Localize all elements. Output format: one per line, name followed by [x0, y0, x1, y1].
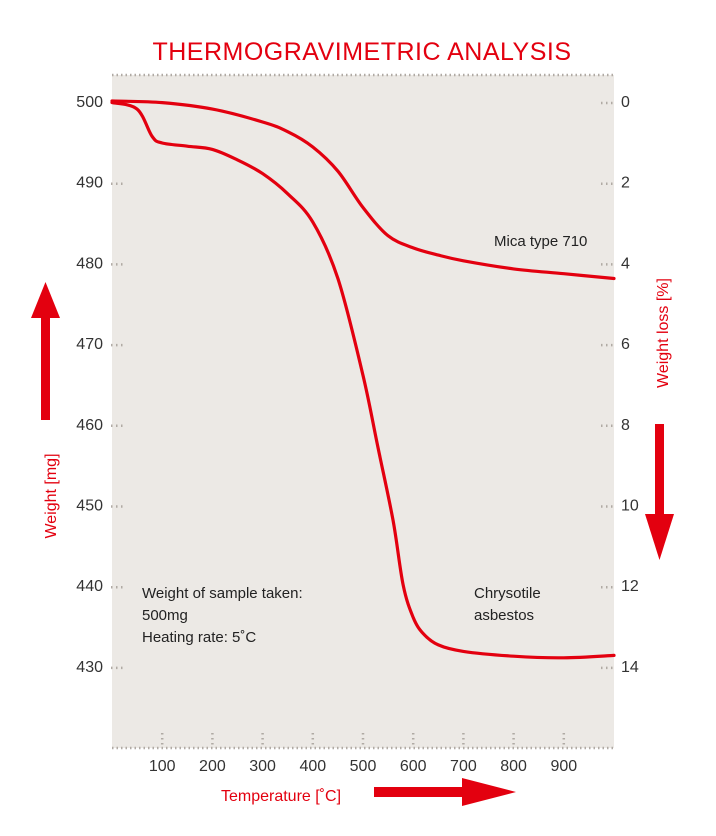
y2-tick-label: 8 — [621, 417, 630, 434]
mica-label: Mica type 710 — [494, 233, 587, 250]
sample-note-line2: 500mg — [142, 607, 188, 624]
x-tick-label: 400 — [299, 758, 326, 775]
series-lines — [110, 99, 616, 660]
y2-tick-label: 2 — [621, 175, 630, 192]
y2-tick-label: 10 — [621, 498, 639, 515]
y2-axis-down-arrow — [645, 424, 674, 560]
x-tick-label: 700 — [450, 758, 477, 775]
y-tick-label: 440 — [76, 578, 103, 595]
y-axis-up-arrow — [31, 282, 60, 420]
x-tick-label: 100 — [149, 758, 176, 775]
sample-note-line3: Heating rate: 5˚C — [142, 629, 256, 646]
y-tick-label: 500 — [76, 94, 103, 111]
y-axis-ticks-left: 500 490 480 470 460 450 440 430 — [76, 94, 123, 676]
x-axis-ticks: 100 200 300 400 500 600 700 800 900 — [149, 733, 577, 775]
y-tick-label: 470 — [76, 336, 103, 353]
x-tick-label: 600 — [400, 758, 427, 775]
y-axis-label: Weight [mg] — [43, 453, 60, 538]
y-axis-ticks-right: 0 2 4 6 8 10 12 14 — [601, 94, 639, 676]
y-tick-label: 430 — [76, 659, 103, 676]
plot-area — [112, 75, 614, 748]
chrysotile-curve — [110, 101, 616, 660]
y2-tick-label: 12 — [621, 578, 639, 595]
y-tick-label: 480 — [76, 255, 103, 272]
chrysotile-label-line2: asbestos — [474, 607, 534, 624]
y-tick-label: 450 — [76, 498, 103, 515]
x-tick-label: 900 — [550, 758, 577, 775]
y-tick-label: 460 — [76, 417, 103, 434]
chart-title: THERMOGRAVIMETRIC ANALYSIS — [152, 38, 571, 66]
chrysotile-label-line1: Chrysotile — [474, 585, 541, 602]
x-axis-label: Temperature [˚C] — [221, 788, 341, 805]
x-tick-label: 200 — [199, 758, 226, 775]
x-tick-label: 300 — [249, 758, 276, 775]
y2-tick-label: 6 — [621, 336, 630, 353]
x-tick-label: 500 — [350, 758, 377, 775]
x-tick-label: 800 — [500, 758, 527, 775]
y2-tick-label: 0 — [621, 94, 630, 111]
x-axis-right-arrow — [374, 778, 516, 806]
y2-tick-label: 14 — [621, 659, 639, 676]
y2-axis-label: Weight loss [%] — [655, 278, 672, 388]
mica-curve — [110, 99, 616, 281]
sample-note-line1: Weight of sample taken: — [142, 585, 303, 602]
y-tick-label: 490 — [76, 175, 103, 192]
y2-tick-label: 4 — [621, 255, 630, 272]
